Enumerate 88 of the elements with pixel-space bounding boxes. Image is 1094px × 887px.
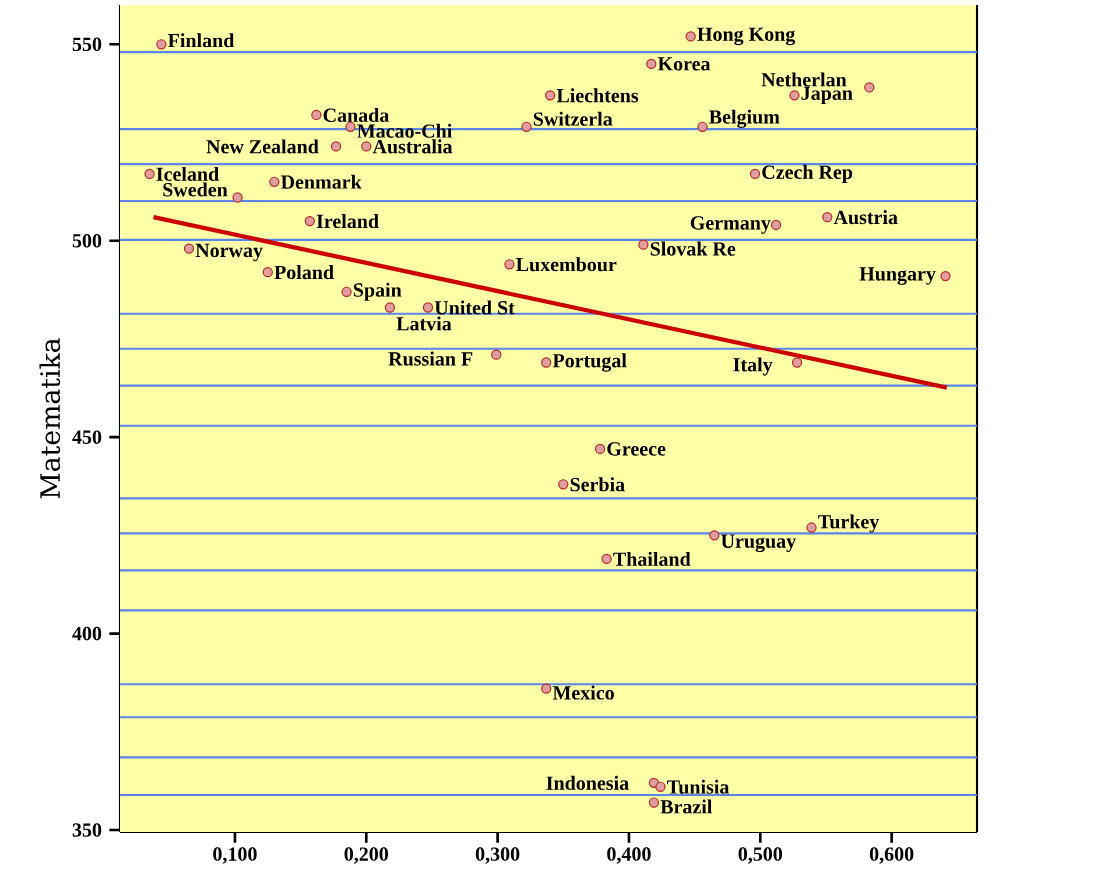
y-tick-label: 550	[72, 37, 102, 52]
point	[156, 39, 167, 50]
data-label: New Zealand	[206, 139, 319, 154]
point	[304, 215, 315, 227]
data-label: Korea	[657, 57, 711, 71]
point	[232, 192, 243, 203]
point	[806, 522, 817, 533]
point	[685, 31, 696, 42]
data-label: Russian F	[388, 351, 473, 366]
data-label: Tunisia	[667, 779, 730, 794]
data-label: Japan	[801, 86, 853, 105]
x-tick-label: 0,400	[607, 847, 651, 864]
point	[594, 443, 606, 455]
data-label: Serbia	[570, 477, 625, 492]
point	[361, 141, 372, 152]
data-label: Thailand	[613, 551, 691, 566]
data-label: Luxembour	[516, 257, 617, 272]
point	[262, 267, 273, 278]
point	[864, 82, 875, 93]
point	[311, 109, 322, 121]
point	[545, 90, 556, 101]
data-label: Germany	[690, 216, 771, 234]
data-label: Czech Rep	[762, 164, 853, 183]
point	[558, 479, 569, 490]
data-label: Canada	[323, 107, 390, 123]
data-label: Hungary	[859, 267, 936, 285]
point	[330, 141, 342, 152]
data-label: Iceland	[156, 166, 219, 181]
data-label: Poland	[274, 265, 334, 280]
y-tick-label: 400	[72, 626, 102, 641]
data-label: Denmark	[280, 174, 362, 189]
point	[541, 357, 552, 368]
data-label: Sweden	[163, 182, 228, 197]
point	[940, 270, 951, 282]
data-label: Mexico	[552, 685, 614, 700]
data-label: Uruguay	[721, 534, 796, 553]
data-label: Latvia	[396, 316, 452, 331]
point	[638, 239, 649, 250]
data-label: Netherlan	[761, 72, 847, 87]
data-label: Greece	[607, 442, 666, 456]
data-label: Italy	[733, 357, 773, 376]
point	[601, 553, 612, 565]
point	[144, 168, 155, 180]
y-tick-label: 450	[72, 430, 102, 444]
x-tick-label: 0,200	[344, 847, 389, 864]
point	[791, 357, 803, 368]
x-tick-label: 0,100	[213, 847, 257, 864]
data-label: Ireland	[316, 214, 379, 229]
data-label: United St	[434, 300, 515, 315]
point	[345, 121, 356, 132]
point	[646, 58, 657, 70]
point	[384, 302, 396, 313]
x-tick-label: 0,600	[869, 847, 914, 864]
data-label: Portugal	[552, 353, 627, 372]
point	[521, 121, 532, 132]
data-label: Liechtens	[556, 88, 639, 103]
data-label: Norway	[195, 243, 263, 262]
y-tick-label: 500	[72, 233, 102, 248]
point	[655, 781, 666, 792]
data-label: Turkey	[818, 514, 880, 533]
data-label: Hong Kong	[697, 27, 796, 46]
data-label: Finland	[167, 33, 235, 48]
x-tick-label: 0,500	[738, 847, 783, 864]
point	[697, 121, 708, 132]
point	[648, 797, 660, 808]
point	[491, 349, 502, 360]
point	[770, 219, 782, 231]
y-tick-label: 350	[72, 823, 102, 837]
point	[341, 286, 352, 297]
data-label: Belgium	[709, 109, 780, 128]
y-axis-title: Matematika	[39, 338, 61, 499]
point	[504, 259, 515, 270]
x-tick-label: 0,300	[475, 847, 520, 864]
data-label: Brazil	[660, 799, 713, 814]
data-label: Switzerla	[533, 111, 613, 126]
point	[749, 168, 761, 180]
data-label: Slovak Re	[650, 241, 736, 256]
point	[789, 90, 800, 101]
data-label: Spain	[353, 282, 402, 301]
data-label: Australia	[372, 139, 453, 154]
point	[709, 530, 720, 541]
point	[269, 176, 280, 187]
point	[822, 212, 833, 223]
point	[541, 683, 552, 694]
point	[183, 243, 195, 254]
point	[422, 302, 434, 313]
data-label: Austria	[833, 210, 898, 225]
data-label: Indonesia	[546, 775, 629, 790]
